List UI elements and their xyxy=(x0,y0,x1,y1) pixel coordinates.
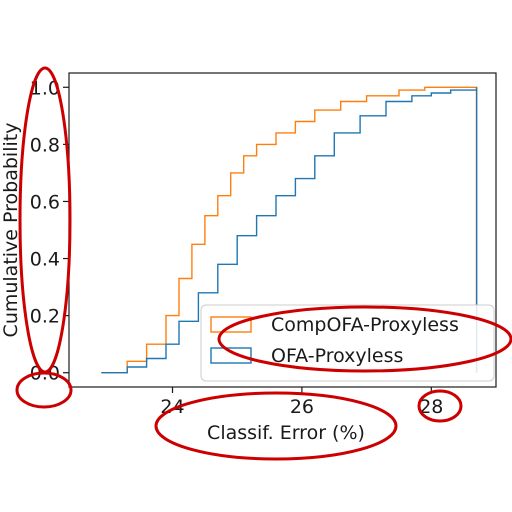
legend-label-ofa: OFA-Proxyless xyxy=(271,345,403,367)
y-tick-label-2: 0.4 xyxy=(30,249,60,271)
x-tick-label-1: 26 xyxy=(290,396,314,418)
legend-label-compofa: CompOFA-Proxyless xyxy=(271,314,459,336)
annotation-circles xyxy=(15,66,512,461)
series-line-1 xyxy=(101,87,478,374)
series-layer xyxy=(101,86,478,374)
y-tick-label-4: 0.8 xyxy=(30,134,60,156)
x-tick-label-2: 28 xyxy=(419,396,443,418)
x-axis-label: Classif. Error (%) xyxy=(207,422,365,444)
y-axis-label: Cumulative Probability xyxy=(0,123,22,338)
y-tick-label-3: 0.6 xyxy=(30,191,60,213)
y-tick-label-5: 1.0 xyxy=(30,77,60,99)
legend-swatch-ofa xyxy=(210,347,252,364)
legend-box xyxy=(200,304,495,382)
legend-swatch-compofa xyxy=(210,316,252,333)
circle-y-tick-zero xyxy=(15,371,73,409)
circle-x-tick-28 xyxy=(417,389,463,423)
circle-legend-entry xyxy=(217,305,512,373)
circle-x-axis-label xyxy=(154,391,398,461)
legend: CompOFA-Proxyless OFA-Proxyless xyxy=(200,304,495,382)
y-tick-label-1: 0.2 xyxy=(30,306,60,328)
series-line-0 xyxy=(101,86,478,374)
